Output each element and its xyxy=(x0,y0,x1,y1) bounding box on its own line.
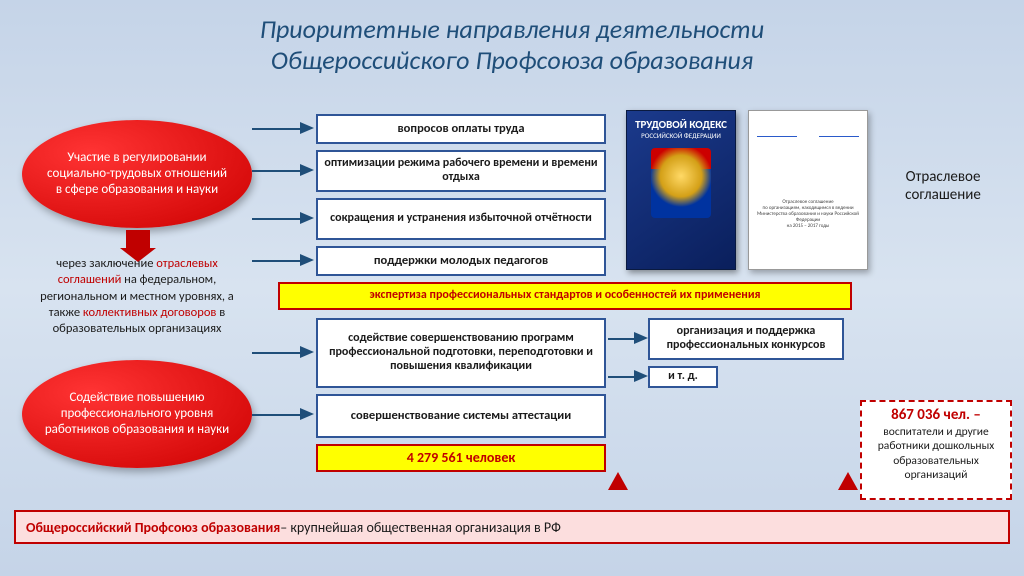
agreement-doc-inner: Отраслевое соглашениепо организациям, на… xyxy=(749,111,867,235)
footer-bar: Общероссийский Профсоюз образования – кр… xyxy=(14,510,1010,544)
arrow-head-6 xyxy=(300,408,314,420)
oval-assistance: Содействие повышению профессионального у… xyxy=(22,360,252,468)
arrow-head-8 xyxy=(634,370,648,382)
arrow-head-2 xyxy=(300,164,314,176)
arrow-head-3 xyxy=(300,212,314,224)
arrow-head-7 xyxy=(634,332,648,344)
signature-icon xyxy=(757,119,797,137)
arrow-head-1 xyxy=(300,122,314,134)
box-attestation: совершенствование системы аттестации xyxy=(316,394,606,438)
labor-code-title: ТРУДОВОЙ КОДЕКС xyxy=(627,111,735,131)
slide-title: Приоритетные направления деятельности Об… xyxy=(0,14,1024,76)
box-young-text: поддержки молодых педагогов xyxy=(374,254,548,268)
arrow-line-1 xyxy=(252,128,302,130)
arrow-line-3 xyxy=(252,218,302,220)
box-count: 4 279 561 человек xyxy=(316,444,606,472)
title-line2: Общероссийского Профсоюза образования xyxy=(271,44,753,76)
box-payment-text: вопросов оплаты труда xyxy=(397,122,524,136)
arrow-line-8 xyxy=(608,376,636,378)
title-line1: Приоритетные направления деятельности xyxy=(260,13,764,45)
box-count-text: 4 279 561 человек xyxy=(407,450,516,466)
side-stat-box: 867 036 чел. – воспитатели и другие рабо… xyxy=(860,400,1012,500)
labor-code-sub: РОССИЙСКОЙ ФЕДЕРАЦИИ xyxy=(627,131,735,140)
oval-participation-text: Участие в регулировании социально-трудов… xyxy=(44,150,230,199)
box-expertise: экспертиза профессиональных стандартов и… xyxy=(278,282,852,310)
box-attestation-text: совершенствование системы аттестации xyxy=(351,409,571,423)
box-etc-text: и т. д. xyxy=(668,370,698,384)
bridge-text: через заключение отраслевых соглашений н… xyxy=(32,256,242,337)
arrow-line-7 xyxy=(608,338,636,340)
footer-red: Общероссийский Профсоюз образования xyxy=(26,519,280,536)
russia-emblem-icon xyxy=(651,148,711,218)
arrow-line-6 xyxy=(252,414,302,416)
box-training: содействие совершенствованию программ пр… xyxy=(316,318,606,388)
box-reporting-text: сокращения и устранения избыточной отчёт… xyxy=(330,212,592,226)
box-reporting: сокращения и устранения избыточной отчёт… xyxy=(316,198,606,240)
box-contests-text: организация и поддержка профессиональных… xyxy=(654,325,838,353)
footer-rest: – крупнейшая общественная организация в … xyxy=(280,519,561,536)
side-stat-rest: воспитатели и другие работники дошкольны… xyxy=(878,425,994,482)
arrow-up-to-side xyxy=(838,472,858,490)
box-contests: организация и поддержка профессиональных… xyxy=(648,318,844,360)
oval-assistance-text: Содействие повышению профессионального у… xyxy=(44,390,230,439)
agreement-doc-body: Отраслевое соглашениепо организациям, на… xyxy=(755,199,861,229)
arrow-up-to-count xyxy=(608,472,628,490)
oval-participation: Участие в регулировании социально-трудов… xyxy=(22,120,252,228)
box-worktime: оптимизации режима рабочего времени и вр… xyxy=(316,150,606,192)
side-stat-big: 867 036 чел. – xyxy=(866,406,1006,425)
box-training-text: содействие совершенствованию программ пр… xyxy=(322,332,600,373)
bridge-em2: коллективных договоров xyxy=(83,305,217,320)
box-etc: и т. д. xyxy=(648,366,718,388)
arrow-head-4 xyxy=(300,254,314,266)
box-expertise-text: экспертиза профессиональных стандартов и… xyxy=(370,289,761,303)
labor-code-book: ТРУДОВОЙ КОДЕКС РОССИЙСКОЙ ФЕДЕРАЦИИ xyxy=(626,110,736,270)
bridge-pre: через заключение xyxy=(56,256,156,271)
box-young: поддержки молодых педагогов xyxy=(316,246,606,276)
arrow-head-5 xyxy=(300,346,314,358)
arrow-line-5 xyxy=(252,352,302,354)
agreement-caption: Отраслевое соглашение xyxy=(878,168,1008,204)
signature-icon xyxy=(819,119,859,137)
arrow-down-red xyxy=(126,230,150,248)
arrow-line-2 xyxy=(252,170,302,172)
arrow-line-4 xyxy=(252,260,302,262)
box-worktime-text: оптимизации режима рабочего времени и вр… xyxy=(318,157,604,185)
box-payment: вопросов оплаты труда xyxy=(316,114,606,144)
agreement-document: Отраслевое соглашениепо организациям, на… xyxy=(748,110,868,270)
